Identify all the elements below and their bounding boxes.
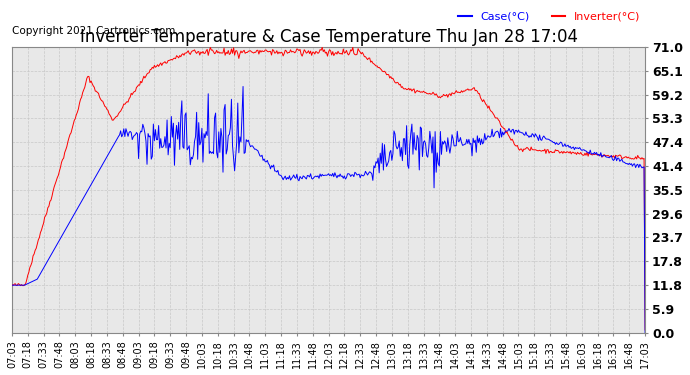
Text: Copyright 2021 Cartronics.com: Copyright 2021 Cartronics.com <box>12 26 175 36</box>
Legend: Case(°C), Inverter(°C): Case(°C), Inverter(°C) <box>454 8 645 26</box>
Title: Inverter Temperature & Case Temperature Thu Jan 28 17:04: Inverter Temperature & Case Temperature … <box>79 28 578 46</box>
